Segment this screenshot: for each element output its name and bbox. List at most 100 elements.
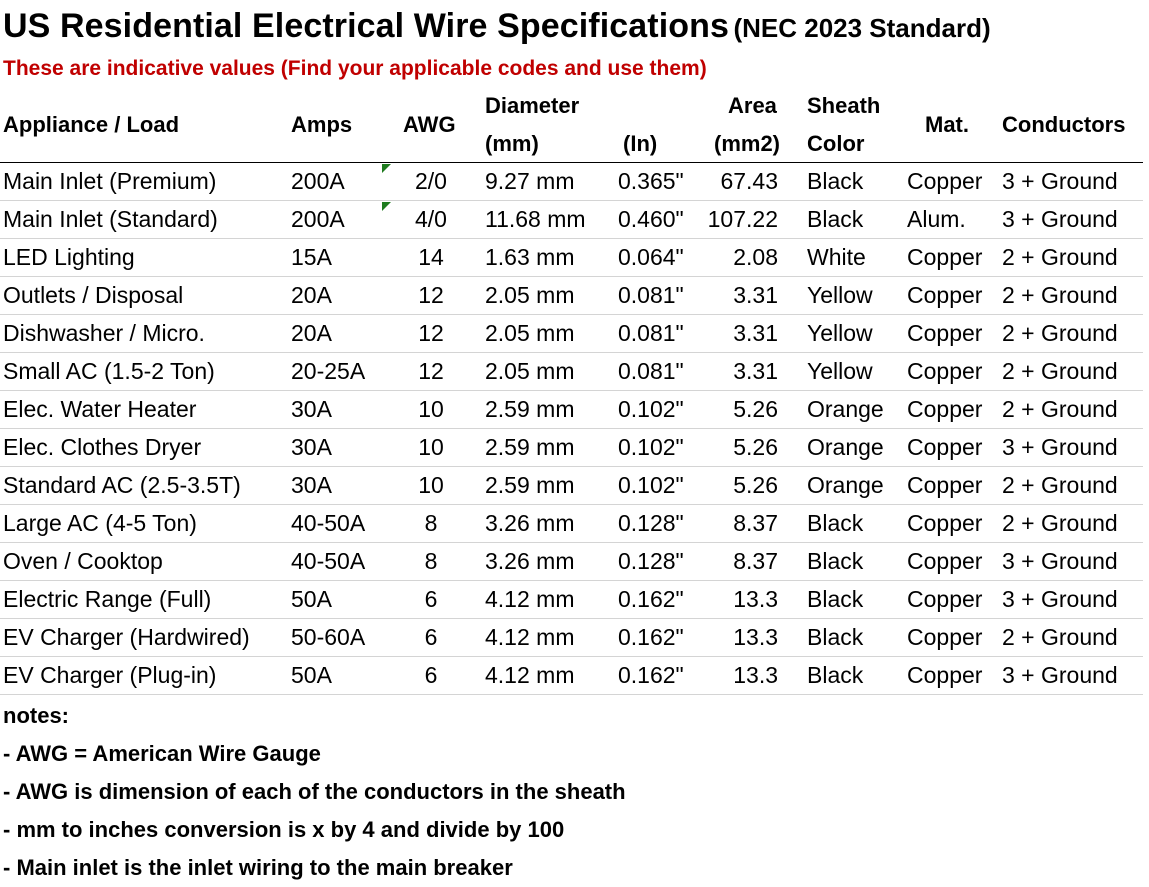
- cell-conductors: 3 + Ground: [1002, 434, 1118, 460]
- cell-area: 3.31: [733, 320, 778, 346]
- cell-area: 2.08: [733, 244, 778, 270]
- cell-appliance: Dishwasher / Micro.: [3, 320, 205, 346]
- cell-area: 3.31: [733, 282, 778, 308]
- header-diameter: Diameter: [485, 93, 580, 118]
- cell-sheath-color: Black: [807, 548, 864, 574]
- cell-area: 5.26: [733, 396, 778, 422]
- cell-conductors: 2 + Ground: [1002, 472, 1118, 498]
- cell-appliance: Elec. Water Heater: [3, 396, 197, 422]
- table-row: Elec. Clothes Dryer 30A 10 2.59 mm 0.102" 5.2…: [0, 429, 1143, 467]
- table-row: Elec. Water Heater 30A 10 2.59 mm 0.102" 5.26…: [0, 391, 1143, 429]
- cell-appliance: Oven / Cooktop: [3, 548, 163, 574]
- cell-diameter-mm: 11.68 mm: [485, 206, 586, 232]
- cell-amps: 50A: [291, 586, 332, 612]
- cell-appliance: Electric Range (Full): [3, 586, 212, 612]
- cell-amps: 30A: [291, 434, 332, 460]
- page-title: US Residential Electrical Wire Specifica…: [3, 4, 991, 48]
- cell-conductors: 2 + Ground: [1002, 320, 1118, 346]
- cell-awg: 12: [418, 320, 444, 346]
- cell-diameter-in: 0.081": [618, 358, 684, 384]
- table-row: EV Charger (Plug-in) 50A 6 4.12 mm 0.162" 13.…: [0, 657, 1143, 695]
- cell-amps: 30A: [291, 472, 332, 498]
- cell-awg: 4/0: [415, 206, 447, 232]
- header-awg: AWG: [403, 112, 456, 137]
- cell-awg: 6: [424, 662, 438, 688]
- disclaimer: These are indicative values (Find your a…: [3, 57, 707, 80]
- cell-appliance: Large AC (4-5 Ton): [3, 510, 197, 536]
- cell-material: Copper: [907, 662, 983, 688]
- cell-material: Copper: [907, 320, 983, 346]
- header-appliance: Appliance / Load: [3, 112, 180, 137]
- table-row: Outlets / Disposal 20A 12 2.05 mm 0.081" 3.31…: [0, 277, 1143, 315]
- cell-area: 13.3: [733, 662, 778, 688]
- cell-sheath-color: Yellow: [807, 320, 873, 346]
- table-row: Electric Range (Full) 50A 6 4.12 mm 0.162" 13…: [0, 581, 1143, 619]
- cell-sheath-color: Black: [807, 662, 864, 688]
- cell-diameter-in: 0.162": [618, 586, 684, 612]
- table-row: Large AC (4-5 Ton) 40-50A 8 3.26 mm 0.128" 8.…: [0, 505, 1143, 543]
- cell-sheath-color: Yellow: [807, 282, 873, 308]
- cell-diameter-in: 0.460": [618, 206, 684, 232]
- cell-awg: 10: [418, 434, 444, 460]
- cell-material: Copper: [907, 244, 983, 270]
- cell-awg: 8: [424, 548, 438, 574]
- cell-amps: 200A: [291, 206, 345, 232]
- cell-material: Copper: [907, 472, 983, 498]
- cell-area: 13.3: [733, 586, 778, 612]
- table-row: Standard AC (2.5-3.5T) 30A 10 2.59 mm 0.102"…: [0, 467, 1143, 505]
- cell-area: 5.26: [733, 472, 778, 498]
- cell-amps: 20A: [291, 320, 332, 346]
- cell-awg: 10: [418, 472, 444, 498]
- header-conductors: Conductors: [1002, 112, 1126, 137]
- cell-diameter-mm: 9.27 mm: [485, 168, 575, 194]
- cell-diameter-in: 0.102": [618, 472, 684, 498]
- cell-conductors: 3 + Ground: [1002, 662, 1118, 688]
- cell-diameter-in: 0.102": [618, 434, 684, 460]
- cell-diameter-mm: 4.12 mm: [485, 662, 575, 688]
- cell-sheath-color: Black: [807, 206, 864, 232]
- cell-material: Copper: [907, 168, 983, 194]
- cell-amps: 15A: [291, 244, 332, 270]
- cell-awg: 6: [424, 586, 438, 612]
- cell-diameter-mm: 2.59 mm: [485, 396, 575, 422]
- header-color: Color: [807, 131, 865, 156]
- cell-conductors: 2 + Ground: [1002, 244, 1118, 270]
- comment-indicator-icon: [382, 164, 391, 173]
- table-row: LED Lighting 15A 14 1.63 mm 0.064" 2.08 White C…: [0, 239, 1143, 277]
- cell-conductors: 2 + Ground: [1002, 282, 1118, 308]
- cell-diameter-mm: 4.12 mm: [485, 624, 575, 650]
- cell-sheath-color: Black: [807, 624, 864, 650]
- header-area: Area: [728, 93, 777, 118]
- cell-sheath-color: Orange: [807, 434, 884, 460]
- cell-material: Copper: [907, 434, 983, 460]
- header-mat: Mat.: [925, 112, 969, 137]
- cell-appliance: EV Charger (Hardwired): [3, 624, 250, 650]
- cell-amps: 30A: [291, 396, 332, 422]
- cell-diameter-mm: 2.59 mm: [485, 434, 575, 460]
- cell-diameter-mm: 4.12 mm: [485, 586, 575, 612]
- cell-conductors: 2 + Ground: [1002, 624, 1118, 650]
- cell-material: Copper: [907, 358, 983, 384]
- cell-sheath-color: Black: [807, 586, 864, 612]
- cell-diameter-mm: 2.59 mm: [485, 472, 575, 498]
- cell-amps: 20-25A: [291, 358, 366, 384]
- header-mm: (mm): [485, 131, 539, 156]
- cell-sheath-color: Orange: [807, 472, 884, 498]
- header-sheath: Sheath: [807, 93, 881, 118]
- cell-material: Copper: [907, 624, 983, 650]
- notes-heading: notes:: [3, 703, 69, 728]
- cell-sheath-color: Orange: [807, 396, 884, 422]
- cell-amps: 50A: [291, 662, 332, 688]
- cell-conductors: 3 + Ground: [1002, 548, 1118, 574]
- cell-appliance: EV Charger (Plug-in): [3, 662, 217, 688]
- cell-material: Alum.: [907, 206, 966, 232]
- cell-awg: 8: [424, 510, 438, 536]
- table-row: Oven / Cooktop 40-50A 8 3.26 mm 0.128" 8.37 Bl…: [0, 543, 1143, 581]
- cell-sheath-color: White: [807, 244, 866, 270]
- cell-amps: 20A: [291, 282, 332, 308]
- cell-awg: 6: [424, 624, 438, 650]
- cell-sheath-color: Black: [807, 510, 864, 536]
- cell-awg: 10: [418, 396, 444, 422]
- cell-area: 67.43: [720, 168, 778, 194]
- cell-amps: 200A: [291, 168, 345, 194]
